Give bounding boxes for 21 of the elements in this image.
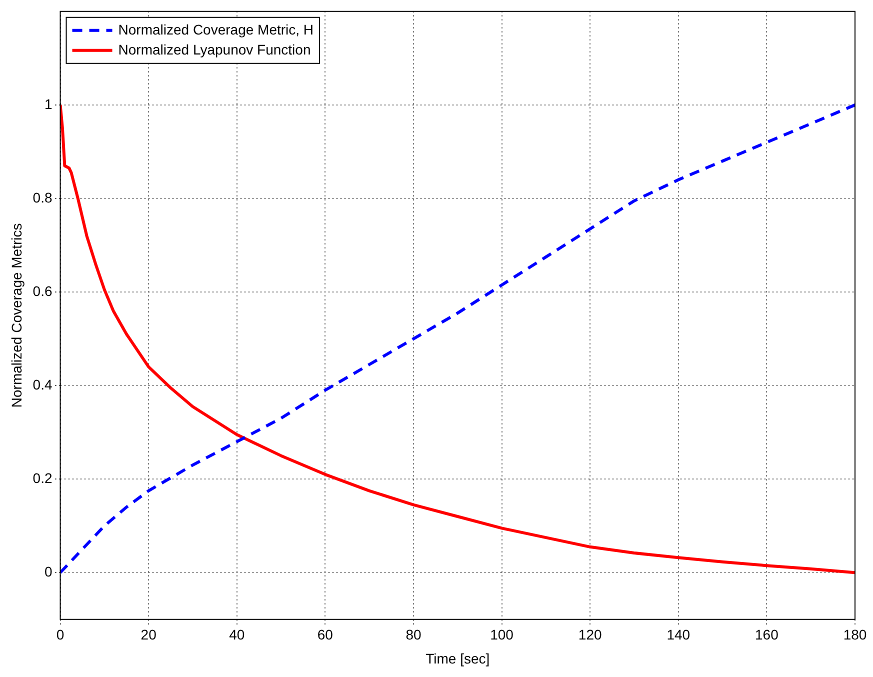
x-tick-label: 160 [755,626,779,643]
line-series [60,103,855,574]
x-axis-title: Time [sec] [426,650,490,666]
legend-label: Normalized Coverage Metric, H [118,21,314,38]
y-tick-label: 1 [44,96,52,112]
y-tick-label: 0.8 [32,189,52,206]
x-tick-label: 20 [140,626,157,643]
y-tick-label: 0.6 [32,282,52,299]
x-tick-label: 120 [578,626,602,643]
legend-label: Normalized Lyapunov Function [118,41,311,58]
y-axis-title: Normalized Coverage Metrics [8,223,24,408]
y-tick-label: 0.4 [32,376,52,392]
x-tick-label: 40 [229,626,245,643]
x-tick-label: 180 [843,626,867,643]
y-tick-label: 0 [44,563,52,580]
x-tick-label: 0 [56,626,64,643]
y-tick-label: 0.2 [32,470,52,486]
x-tick-label: 60 [317,626,334,643]
x-tick-label: 80 [406,626,422,643]
x-tick-label: 140 [666,626,690,643]
x-tick-label: 100 [490,626,514,643]
